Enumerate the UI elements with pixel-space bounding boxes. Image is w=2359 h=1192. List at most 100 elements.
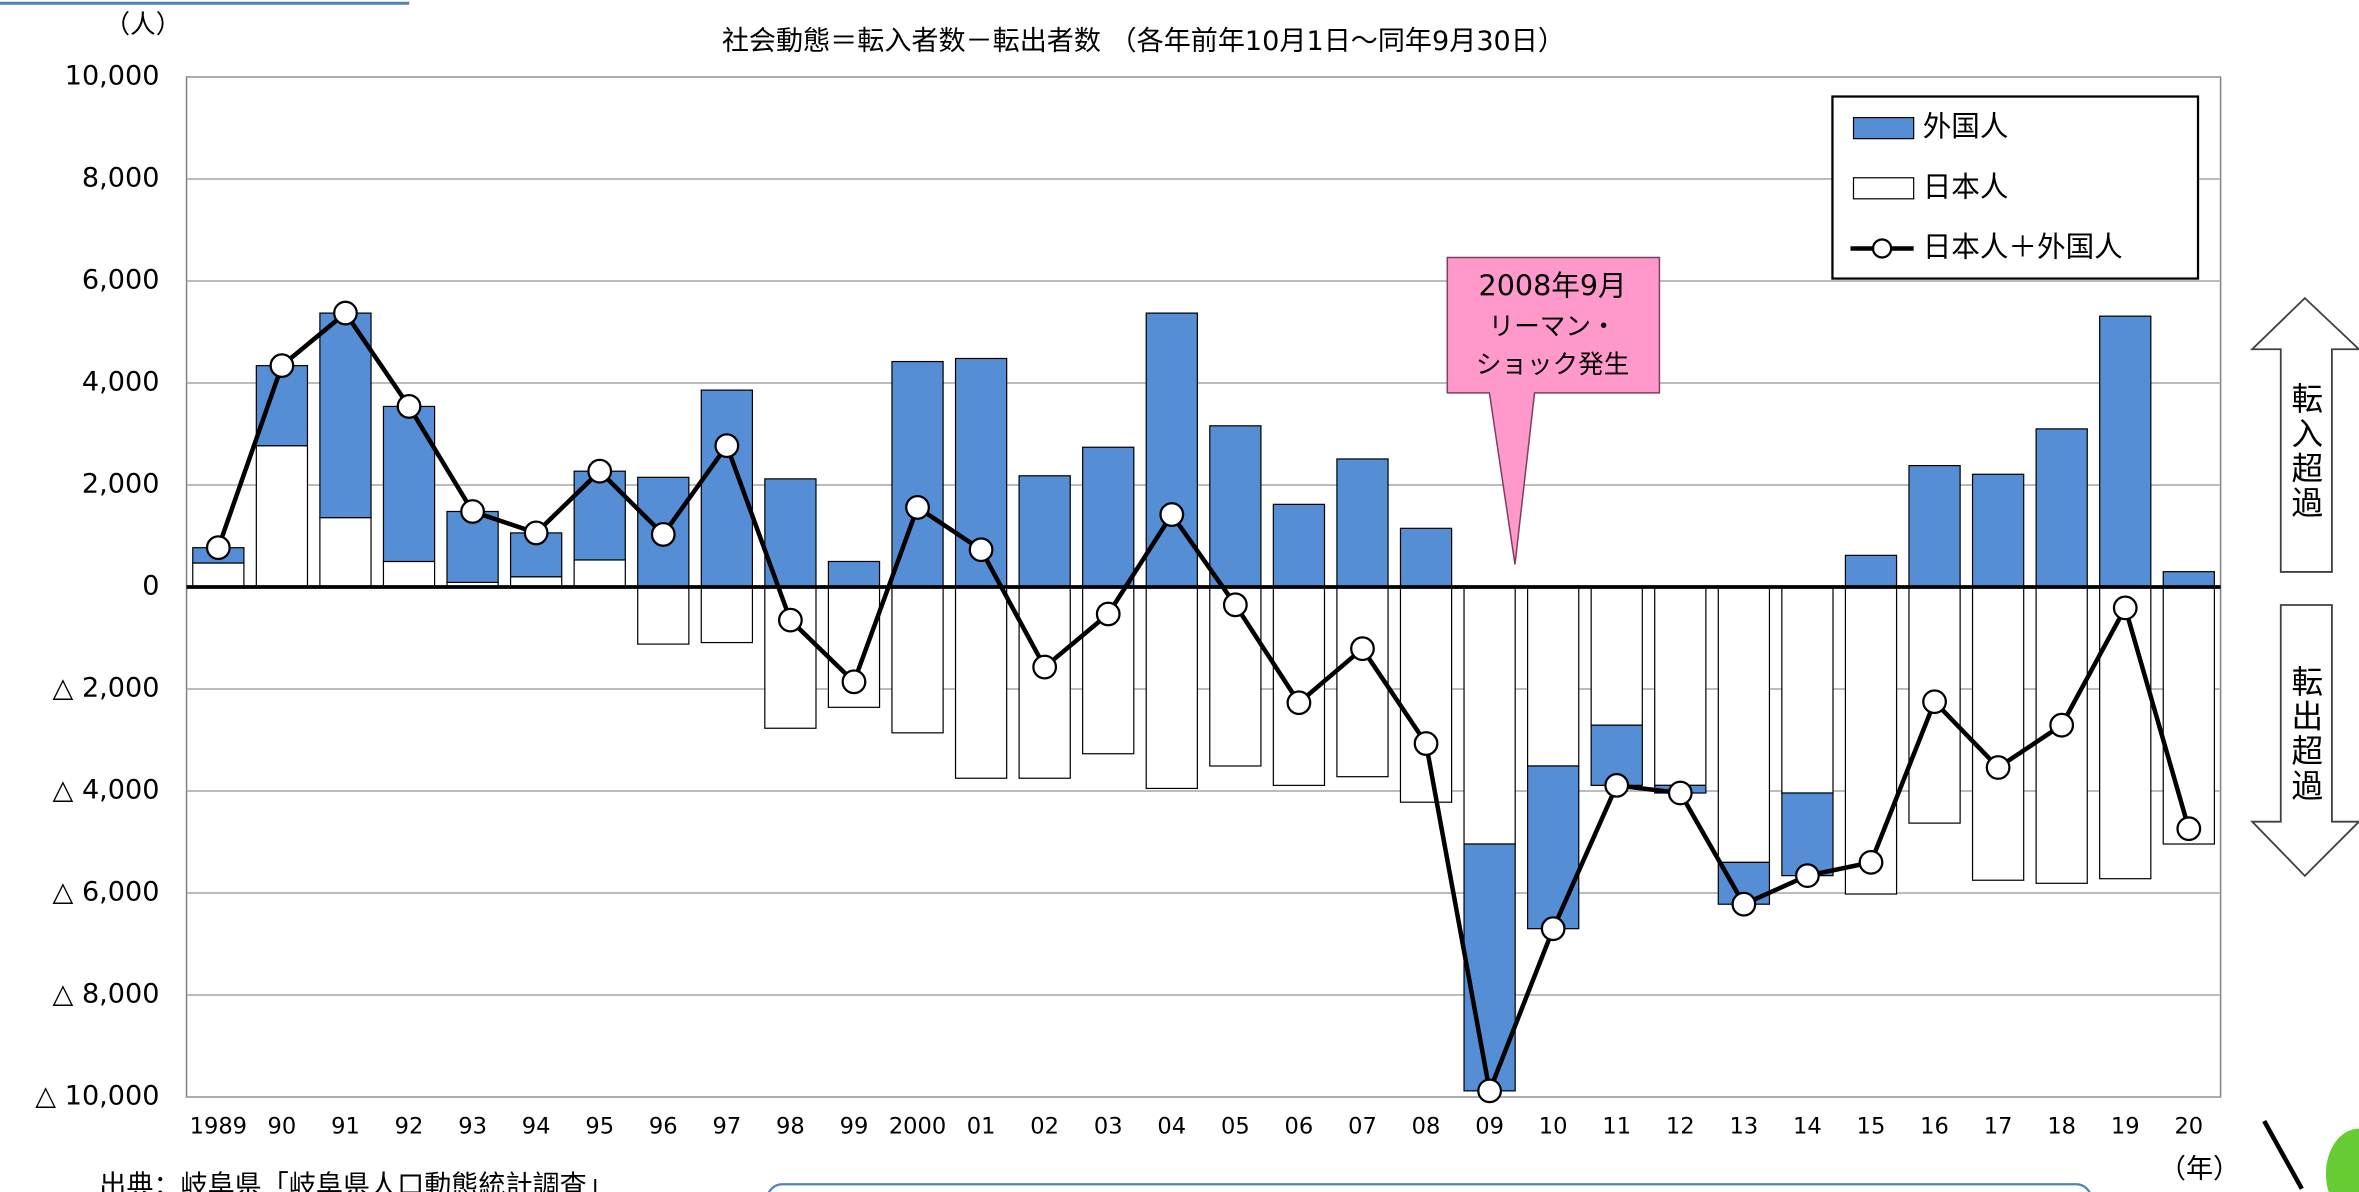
point: [523, 520, 549, 546]
bar: [573, 559, 626, 588]
callout-text: ショック発生: [1476, 350, 1629, 380]
x-tick-label: 2000: [889, 1114, 946, 1140]
x-tick-label: 94: [522, 1114, 551, 1140]
bar: [1272, 503, 1326, 588]
point: [1604, 772, 1630, 798]
x-tick-label: 91: [331, 1114, 360, 1140]
x-tick-label: 13: [1730, 1114, 1759, 1140]
x-tick-label: 90: [268, 1114, 297, 1140]
up-arrow: [2249, 296, 2359, 573]
x-tick-label: 10: [1539, 1114, 1568, 1140]
point: [1222, 592, 1248, 618]
point: [1667, 780, 1693, 806]
bar: [1844, 586, 1898, 895]
point: [1985, 755, 2011, 780]
point: [1540, 916, 1566, 942]
y-tick-label: △ 8,000: [53, 978, 160, 1009]
legend-label: 外国人: [1923, 109, 2009, 143]
x-tick-label: 05: [1221, 1114, 1250, 1140]
x-tick-label: 03: [1094, 1114, 1123, 1140]
bar: [1336, 458, 1389, 588]
chart-title: 社会動態＝転入者数－転出者数 （各年前年10月1日～同年9月30日）: [722, 26, 1565, 57]
mascot: [2262, 1119, 2304, 1190]
bar: [954, 586, 1008, 779]
bar: [573, 470, 626, 561]
source: 出典：岐阜県「岐阜県人口動態統計調査」: [99, 1171, 614, 1192]
down-arrow: [2250, 604, 2359, 878]
bar: [1463, 586, 1516, 845]
x-tick-label: 99: [840, 1114, 869, 1140]
bar: [319, 312, 372, 519]
point: [2049, 712, 2075, 738]
x-tick-label: 12: [1666, 1114, 1695, 1140]
x-tick-label: 96: [649, 1114, 678, 1140]
x-tick-label: 16: [1920, 1114, 1949, 1140]
x-tick-label: 14: [1793, 1114, 1822, 1140]
x-tick-label: 08: [1412, 1114, 1441, 1140]
x-tick-label: 92: [395, 1114, 424, 1140]
point: [1095, 601, 1121, 627]
y-tick-label: 0: [142, 570, 159, 601]
point: [333, 300, 358, 326]
legend-label: 日本人: [1923, 169, 2009, 203]
point: [460, 499, 486, 524]
point: [205, 535, 231, 561]
point: [1350, 636, 1375, 662]
callout-text: リーマン・: [1489, 312, 1617, 342]
y-tick-label: △ 10,000: [35, 1080, 159, 1111]
bar: [1209, 425, 1262, 588]
bar: [1399, 527, 1453, 588]
bar: [1590, 586, 1643, 726]
bar: [1145, 586, 1198, 790]
bar: [2162, 586, 2215, 845]
mascot: [2325, 1128, 2359, 1192]
y-tick-label: 10,000: [65, 60, 160, 91]
point: [650, 522, 676, 547]
bar: [1526, 765, 1580, 930]
bar: [1018, 586, 1071, 779]
x-tick-label: 95: [585, 1114, 614, 1140]
x-tick-label: 18: [2047, 1114, 2076, 1140]
bar: [1781, 792, 1834, 877]
bar: [1971, 473, 2025, 588]
point: [1477, 1078, 1503, 1104]
point: [2176, 816, 2202, 842]
point: [269, 353, 295, 379]
bar: [382, 560, 436, 588]
legend-swatch: [1852, 116, 1915, 140]
y-tick-label: △ 2,000: [53, 672, 160, 703]
point: [968, 537, 994, 563]
bar: [382, 405, 436, 563]
bar: [1463, 843, 1516, 1092]
y-tick-label: △ 4,000: [53, 774, 160, 805]
x-tick-label: 93: [458, 1114, 487, 1140]
bar: [637, 586, 690, 645]
y-tick-label: 2,000: [82, 468, 160, 499]
x-tick-label: 07: [1348, 1114, 1377, 1140]
x-tick-label: 11: [1602, 1114, 1631, 1140]
bar: [1844, 554, 1898, 588]
point: [1159, 502, 1185, 527]
side-label: 転出超過: [2286, 665, 2323, 803]
x-tick-label: 04: [1157, 1114, 1186, 1140]
x-tick-label: 09: [1475, 1114, 1504, 1140]
x-unit: （年）: [2159, 1154, 2240, 1185]
legend-swatch: [1852, 177, 1915, 200]
x-tick-label: 06: [1285, 1114, 1314, 1140]
point: [1032, 654, 1058, 680]
point: [777, 607, 803, 633]
bar: [2099, 315, 2152, 588]
point: [587, 458, 613, 484]
point: [1795, 863, 1820, 889]
bar: [827, 560, 881, 588]
x-tick-label: 02: [1030, 1114, 1059, 1140]
point: [2112, 595, 2138, 621]
bar: [1654, 586, 1707, 786]
bar: [1399, 586, 1453, 803]
bar: [2162, 571, 2215, 588]
bar: [1336, 586, 1389, 778]
x-tick-label: 19: [2111, 1114, 2140, 1140]
